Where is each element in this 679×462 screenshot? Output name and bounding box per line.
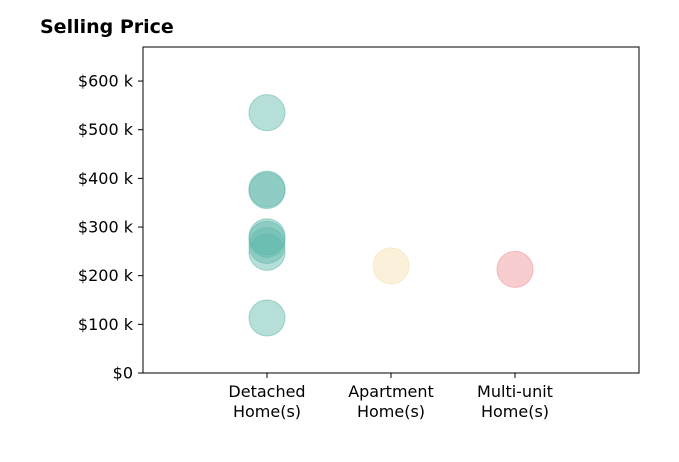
data-point-0-6: [248, 233, 286, 271]
y-tick-label-6: $600 k: [78, 72, 134, 91]
x-tick-label-0: Detached Home(s): [228, 382, 305, 421]
y-tick-label-5: $500 k: [78, 120, 134, 139]
data-point-0-0: [248, 94, 286, 132]
data-point-1-0: [372, 247, 410, 285]
x-tick-label-line: Multi-unit: [477, 382, 553, 401]
x-tick-label-line: Home(s): [481, 402, 549, 421]
x-tick-label-line: Home(s): [357, 402, 425, 421]
y-tick-label-1: $100 k: [78, 315, 134, 334]
data-point-0-7: [248, 299, 286, 337]
x-tick-label-line: Home(s): [233, 402, 301, 421]
y-tick-label-4: $400 k: [78, 169, 134, 188]
points-layer: [248, 94, 534, 337]
data-point-2-0: [496, 250, 534, 288]
x-tick-label-1: Apartment Home(s): [348, 382, 434, 421]
x-tick-label-2: Multi-unit Home(s): [477, 382, 553, 421]
y-tick-label-0: $0: [113, 364, 133, 383]
data-point-0-2: [248, 172, 286, 210]
y-tick-label-2: $200 k: [78, 266, 134, 285]
x-tick-label-line: Apartment: [348, 382, 434, 401]
chart-title: Selling Price: [40, 16, 174, 38]
plot-frame: [142, 46, 640, 374]
x-tick-label-line: Detached: [228, 382, 305, 401]
y-tick-label-3: $300 k: [78, 218, 134, 237]
axes-layer: $0 $100 k $200 k $300 k $400 k $500 k $600 k De…: [78, 72, 553, 421]
